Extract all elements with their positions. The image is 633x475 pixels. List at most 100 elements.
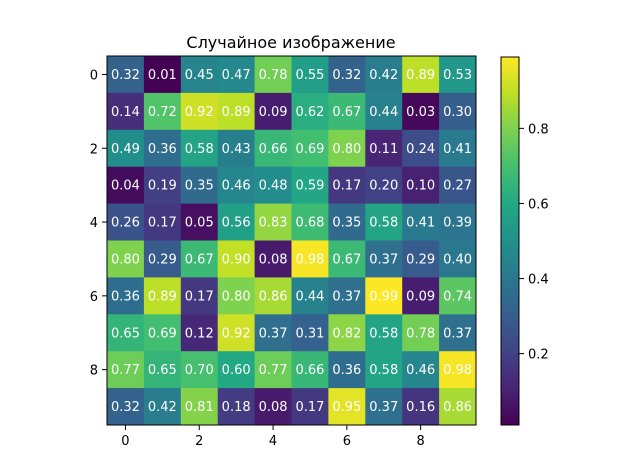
cell-value-label: 0.41 <box>406 216 435 231</box>
cell-value-label: 0.08 <box>259 252 288 267</box>
heatmap-cell <box>217 56 255 94</box>
cell-value-label: 0.67 <box>332 252 361 267</box>
cell-value-label: 0.46 <box>222 179 251 194</box>
cell-value-label: 0.67 <box>185 252 214 267</box>
heatmap-cell <box>254 351 292 389</box>
cell-value-label: 0.58 <box>369 363 398 378</box>
cell-value-label: 0.92 <box>185 105 214 120</box>
heatmap-cell <box>365 388 403 426</box>
cell-value-label: 0.36 <box>111 289 140 304</box>
heatmap-cell <box>328 388 366 426</box>
x-tick-label: 0 <box>121 434 129 449</box>
plot-frame <box>106 55 477 426</box>
cell-value-label: 0.81 <box>185 400 214 415</box>
heatmap-cell <box>217 92 255 131</box>
cell-value-label: 0.12 <box>185 326 214 341</box>
heatmap-cell <box>107 388 145 426</box>
cell-value-label: 0.24 <box>406 142 435 157</box>
cell-value-label: 0.44 <box>295 289 324 304</box>
heatmap-cell <box>365 277 403 315</box>
cell-value-label: 0.98 <box>443 363 472 378</box>
cell-value-label: 0.69 <box>148 326 177 341</box>
cell-value-label: 0.49 <box>111 142 140 157</box>
cell-value-label: 0.37 <box>443 326 472 341</box>
heatmap-cell <box>107 166 145 204</box>
cell-value-label: 0.45 <box>185 68 214 83</box>
heatmap-cell <box>107 129 145 168</box>
heatmap-cell <box>180 166 219 204</box>
cell-value-label: 0.19 <box>148 179 177 194</box>
heatmap-cell <box>107 92 145 131</box>
cell-value-label: 0.65 <box>148 363 177 378</box>
cell-value-label: 0.14 <box>111 105 140 120</box>
heatmap-cell <box>180 92 219 131</box>
heatmap-cell <box>217 129 255 168</box>
cell-value-label: 0.37 <box>369 252 398 267</box>
y-tick-label: 2 <box>90 142 98 157</box>
cell-value-label: 0.35 <box>185 179 214 194</box>
cell-value-label: 0.03 <box>406 105 435 120</box>
cell-value-label: 0.86 <box>443 400 472 415</box>
cell-value-label: 0.29 <box>406 252 435 267</box>
cell-value-label: 0.20 <box>369 179 398 194</box>
cell-value-label: 0.17 <box>185 289 214 304</box>
cell-value-label: 0.48 <box>259 179 288 194</box>
heatmap-cell <box>291 203 329 241</box>
heatmap-cell <box>107 351 145 389</box>
heatmap-cell <box>365 166 403 204</box>
heatmap-cell <box>402 240 440 278</box>
heatmap-cell <box>365 351 403 389</box>
cell-value-label: 0.43 <box>222 142 251 157</box>
heatmap-cell <box>254 240 292 278</box>
colorbar-tick-label: 0.8 <box>528 122 549 137</box>
cell-value-label: 0.77 <box>111 363 140 378</box>
cell-value-label: 0.30 <box>443 105 472 120</box>
heatmap-cell <box>402 203 440 241</box>
cell-value-label: 0.69 <box>295 142 324 157</box>
colorbar-tick-label: 0.4 <box>528 273 549 288</box>
cell-value-label: 0.42 <box>369 68 398 83</box>
heatmap-cell <box>439 388 477 426</box>
heatmap-cell <box>180 388 219 426</box>
heatmap-cell <box>107 203 145 241</box>
cell-value-label: 0.11 <box>369 142 398 157</box>
heatmap-cell <box>439 203 477 241</box>
cell-value-label: 0.31 <box>295 326 324 341</box>
cell-value-label: 0.37 <box>332 289 361 304</box>
heatmap-cell <box>439 129 477 168</box>
heatmap-cell <box>107 240 145 278</box>
cell-value-label: 0.36 <box>148 142 177 157</box>
cell-value-label: 0.58 <box>369 326 398 341</box>
heatmap-cell <box>439 240 477 278</box>
heatmap-cell <box>217 166 255 204</box>
heatmap-cell <box>143 277 182 315</box>
heatmap-cell <box>439 166 477 204</box>
cell-value-label: 0.42 <box>148 400 177 415</box>
cell-value-label: 0.62 <box>295 105 324 120</box>
x-tick-label: 2 <box>195 434 203 449</box>
heatmap-cell <box>143 351 182 389</box>
heatmap-cell <box>328 314 366 352</box>
cell-value-label: 0.17 <box>332 179 361 194</box>
heatmap-cell <box>107 314 145 352</box>
x-tick-label: 8 <box>417 434 425 449</box>
heatmap-cell <box>291 92 329 131</box>
heatmap-cell <box>254 129 292 168</box>
cell-value-label: 0.08 <box>259 400 288 415</box>
cell-value-label: 0.37 <box>259 326 288 341</box>
cell-value-label: 0.40 <box>443 252 472 267</box>
heatmap-cell <box>143 240 182 278</box>
cell-value-label: 0.80 <box>222 289 251 304</box>
cell-value-label: 0.27 <box>443 179 472 194</box>
heatmap-cell <box>180 351 219 389</box>
cell-value-label: 0.26 <box>111 216 140 231</box>
heatmap-cell <box>180 129 219 168</box>
heatmap-cell <box>143 314 182 352</box>
cell-value-label: 0.18 <box>222 400 251 415</box>
heatmap-cell <box>291 314 329 352</box>
cell-value-label: 0.77 <box>259 363 288 378</box>
heatmap-cell <box>365 92 403 131</box>
y-tick-label: 4 <box>90 216 98 231</box>
cell-value-label: 0.46 <box>406 363 435 378</box>
